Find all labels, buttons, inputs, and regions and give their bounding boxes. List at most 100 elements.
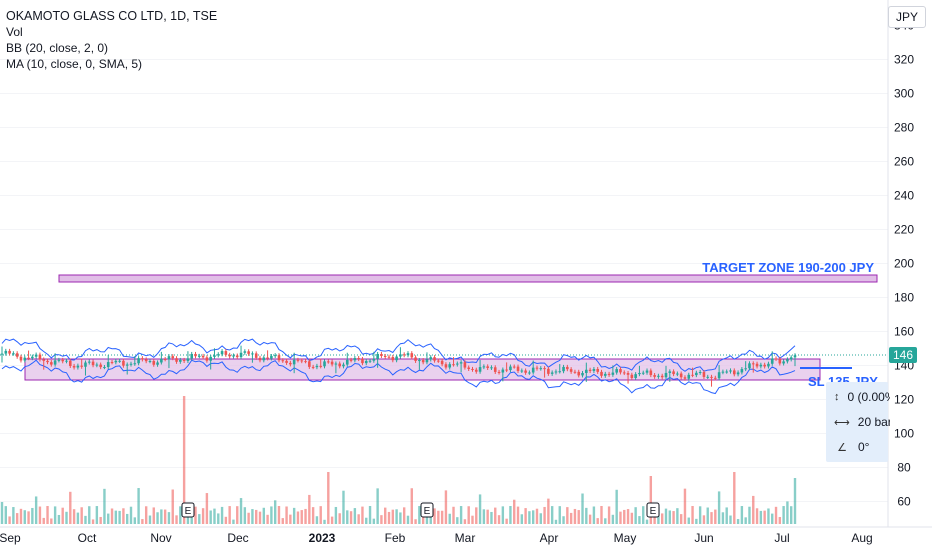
candle-body <box>61 359 65 362</box>
candle-body <box>262 357 266 361</box>
earnings-marker-box <box>420 502 434 518</box>
time-tick-label: Mar <box>455 531 476 545</box>
candle-body <box>87 361 91 363</box>
volume-bar <box>255 509 258 524</box>
candle-body <box>243 351 247 353</box>
candle-body <box>512 366 516 368</box>
time-tick-label: Aug <box>851 531 872 545</box>
candle-body <box>372 358 376 361</box>
candle-body <box>459 362 463 364</box>
volume-bar <box>198 514 201 524</box>
candle-body <box>399 354 402 357</box>
time-tick-label: Dec <box>227 531 248 545</box>
volume-bar <box>15 513 19 524</box>
volume-bar <box>672 511 675 524</box>
volume-bar <box>103 488 106 524</box>
volume-bar <box>141 519 144 524</box>
candle-body <box>793 355 797 358</box>
candle-body <box>334 363 338 365</box>
time-scale[interactable]: Sep Oct Nov Dec 2023 Feb Mar Apr May Jun Jul Aug <box>0 531 873 545</box>
volume-bar <box>361 506 364 524</box>
candle-body <box>634 374 637 379</box>
volume-bar <box>110 508 114 524</box>
ma-indicator-label[interactable]: MA (10, close, 0, SMA, 5) <box>6 57 143 71</box>
volume-bar <box>661 513 664 524</box>
candle-body <box>114 360 118 363</box>
candle-body <box>535 367 539 369</box>
volume-bar <box>649 476 653 524</box>
candle-body <box>539 368 543 370</box>
volume-bar <box>702 515 706 524</box>
volume-bar <box>72 509 76 524</box>
candle-body <box>72 365 76 368</box>
candle-body <box>554 371 558 373</box>
volume-bar <box>262 507 266 524</box>
symbol-title[interactable]: OKAMOTO GLASS CO LTD, 1D, TSE <box>6 9 218 23</box>
candle-body <box>687 374 691 379</box>
volume-bar <box>247 512 250 524</box>
candle-body <box>156 362 159 365</box>
candle-body <box>65 360 68 362</box>
candle-body <box>440 360 444 365</box>
volume-bar <box>528 511 531 524</box>
price-scale[interactable]: 3203002802602402202001801601401201008060… <box>894 19 914 509</box>
volume-bar <box>562 516 565 524</box>
candle-body <box>281 360 285 362</box>
candle-body <box>592 368 596 371</box>
candle-body <box>137 358 140 364</box>
candle-body <box>516 366 520 371</box>
volume-bar <box>619 511 622 524</box>
candle-body <box>148 360 152 362</box>
volume-bar <box>452 506 455 524</box>
volume-bar <box>733 472 736 524</box>
candle-body <box>433 357 436 361</box>
volume-bar <box>327 472 330 524</box>
volume-bar <box>463 519 467 524</box>
volume-bar <box>53 506 57 524</box>
target-zone-box[interactable] <box>58 274 878 283</box>
candle-body <box>562 366 565 372</box>
candle-body <box>744 368 747 370</box>
volume-bar <box>581 493 584 524</box>
volume-bar <box>725 507 728 524</box>
candle-body <box>376 353 379 359</box>
price-tick-label: 120 <box>894 393 914 407</box>
volume-bar <box>357 514 360 524</box>
candle-body <box>95 364 99 366</box>
measure-tooltip: ↕ 0 (0.00%) ⟷ 20 bars ∠ 0° <box>826 382 890 462</box>
volume-bar <box>478 494 482 524</box>
candle-body <box>725 371 729 373</box>
candle-body <box>767 363 770 367</box>
candle-body <box>68 360 72 366</box>
candle-body <box>486 366 489 368</box>
candle-body <box>748 363 751 369</box>
currency-button[interactable]: JPY <box>888 6 926 28</box>
volume-bar <box>547 498 550 524</box>
volume-bar <box>607 506 611 524</box>
volume-bar <box>182 396 186 524</box>
volume-bar <box>626 509 630 524</box>
candle-body <box>118 360 121 362</box>
volume-bar <box>308 494 311 524</box>
bollinger-indicator-label[interactable]: BB (20, close, 2, 0) <box>6 41 109 55</box>
candle-body <box>607 373 611 375</box>
time-tick-label: Jun <box>694 531 713 545</box>
earnings-marker-label: E <box>185 506 192 517</box>
volume-bar <box>604 518 607 524</box>
volume-bar <box>592 506 596 524</box>
earnings-marker-box <box>646 502 660 518</box>
volume-bar <box>505 518 508 524</box>
candle-body <box>76 365 80 368</box>
candle-body <box>342 364 345 367</box>
volume-indicator-label[interactable]: Vol <box>6 25 23 39</box>
volume-bar <box>600 506 603 524</box>
time-tick-label: Oct <box>78 531 97 545</box>
volume-bar <box>0 502 4 524</box>
candle-body <box>4 350 8 354</box>
measure-bars-text: 20 bars <box>857 415 890 429</box>
volume-bar <box>34 496 38 524</box>
volume-bar <box>76 512 80 524</box>
candle-body <box>266 357 269 359</box>
candle-body <box>8 350 11 354</box>
